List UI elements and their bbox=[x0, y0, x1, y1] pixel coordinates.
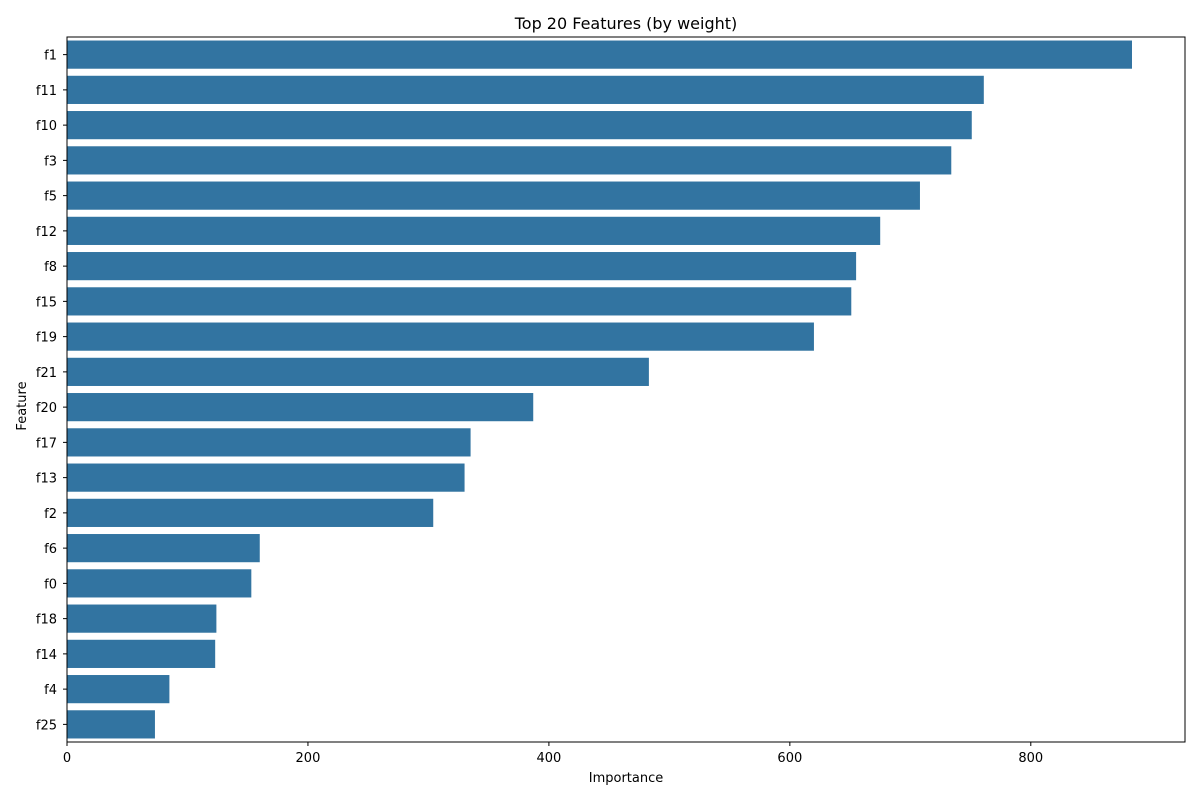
bar-f21 bbox=[67, 357, 649, 386]
y-tick-label: f17 bbox=[36, 436, 57, 451]
bar-f3 bbox=[67, 146, 952, 175]
bar-f10 bbox=[67, 111, 972, 140]
y-tick-label: f2 bbox=[44, 507, 57, 522]
bar-f1 bbox=[67, 40, 1132, 69]
bars-group bbox=[67, 40, 1132, 739]
y-tick-label: f4 bbox=[44, 683, 57, 698]
plot-frame bbox=[66, 36, 1186, 743]
y-tick-label: f3 bbox=[44, 154, 57, 169]
bar-f13 bbox=[67, 463, 465, 492]
x-axis-label: Importance bbox=[589, 771, 664, 786]
y-tick-label: f1 bbox=[44, 49, 57, 64]
y-axis-label: Feature bbox=[15, 381, 30, 430]
y-tick-label: f20 bbox=[36, 401, 57, 416]
y-tick-label: f25 bbox=[36, 718, 57, 733]
y-tick-label: f0 bbox=[44, 577, 57, 592]
bar-f18 bbox=[67, 604, 217, 633]
x-tick-label: 800 bbox=[1018, 751, 1043, 766]
bar-f14 bbox=[67, 639, 216, 668]
bar-f19 bbox=[67, 322, 814, 351]
y-tick-label: f12 bbox=[36, 225, 57, 240]
bar-f11 bbox=[67, 75, 984, 104]
chart-title: Top 20 Features (by weight) bbox=[514, 14, 738, 33]
bar-f17 bbox=[67, 428, 471, 457]
y-tick-label: f11 bbox=[36, 84, 57, 99]
x-axis-ticks: 0 200 400 600 800 bbox=[63, 742, 1043, 766]
y-tick-label: f13 bbox=[36, 472, 57, 487]
bar-f20 bbox=[67, 393, 534, 422]
bar-f4 bbox=[67, 675, 170, 704]
y-tick-label: f21 bbox=[36, 366, 57, 381]
y-tick-label: f15 bbox=[36, 295, 57, 310]
x-tick-label: 600 bbox=[777, 751, 802, 766]
bar-f0 bbox=[67, 569, 252, 598]
y-tick-label: f19 bbox=[36, 331, 57, 346]
bar-f15 bbox=[67, 287, 852, 316]
y-tick-label: f18 bbox=[36, 613, 57, 628]
bar-f8 bbox=[67, 252, 857, 281]
y-tick-label: f6 bbox=[44, 542, 57, 557]
y-tick-label: f8 bbox=[44, 260, 57, 275]
y-axis-ticks: f1 f11 f10 f3 f5 f12 f8 f15 f19 f21 f20 f17 f13 f2 f6 f… bbox=[36, 49, 67, 733]
y-tick-label: f5 bbox=[44, 190, 57, 205]
bar-f25 bbox=[67, 710, 155, 739]
x-tick-label: 200 bbox=[296, 751, 321, 766]
x-tick-label: 0 bbox=[63, 751, 71, 766]
bar-f6 bbox=[67, 534, 260, 563]
y-tick-label: f10 bbox=[36, 119, 57, 134]
bar-f2 bbox=[67, 498, 434, 527]
x-tick-label: 400 bbox=[536, 751, 561, 766]
y-tick-label: f14 bbox=[36, 648, 57, 663]
bar-f5 bbox=[67, 181, 920, 210]
bar-f12 bbox=[67, 216, 881, 245]
